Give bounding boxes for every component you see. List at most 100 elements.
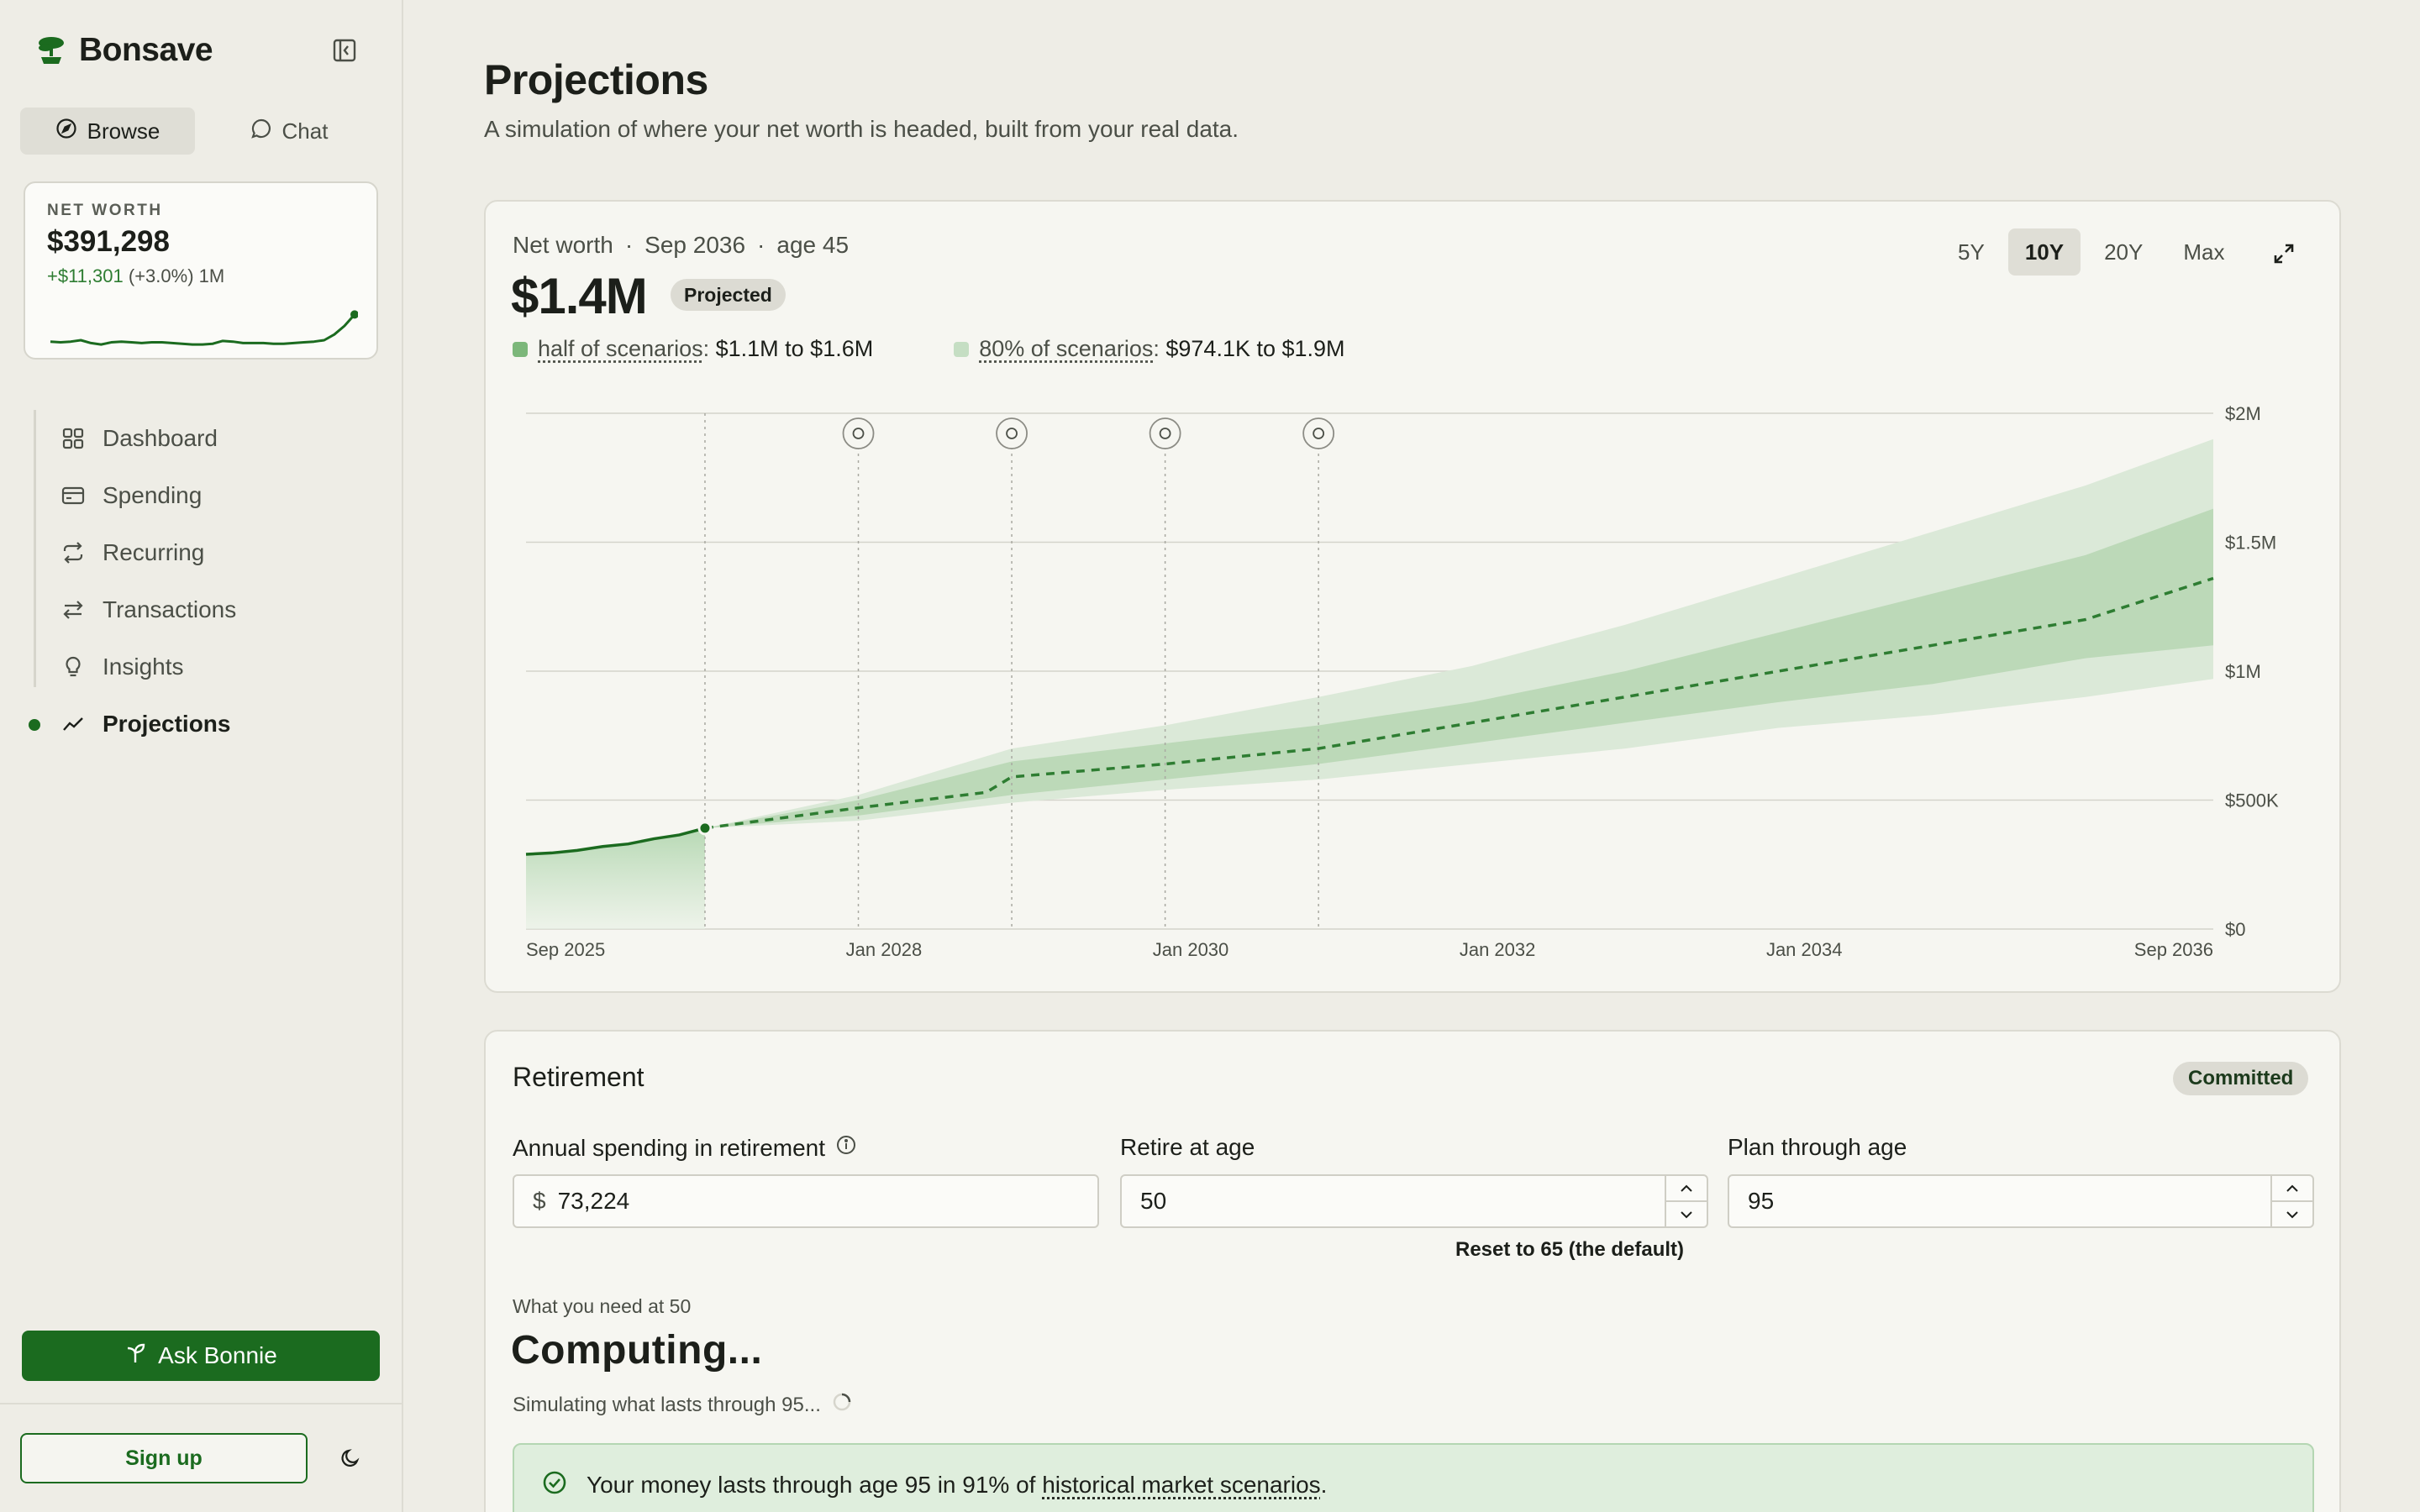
meta-date: Sep 2036 [644, 232, 746, 258]
active-indicator [29, 719, 40, 731]
page-title: Projections [484, 56, 708, 103]
chevron-up-icon[interactable] [1666, 1176, 1707, 1202]
sidebar-item-label: Projections [103, 711, 231, 737]
sidebar-collapse-icon[interactable] [328, 34, 361, 67]
meta-age: age 45 [776, 232, 850, 258]
retirement-title: Retirement [513, 1062, 644, 1092]
legend-range: $974.1K to $1.9M [1165, 336, 1345, 361]
plan-age-label: Plan through age [1728, 1134, 1907, 1160]
legend-swatch [513, 341, 528, 357]
historical-scenarios-link[interactable]: historical market scenarios [1042, 1472, 1321, 1498]
info-circle-icon[interactable] [835, 1134, 857, 1162]
legend-range: $1.1M to $1.6M [715, 336, 874, 361]
loading-spinner-icon [831, 1391, 853, 1419]
spending-label-text: Annual spending in retirement [513, 1134, 826, 1161]
net-worth-change-amount: +$11,301 [47, 265, 124, 286]
net-worth-label: NET WORTH [47, 202, 163, 219]
currency-prefix: $ [533, 1188, 546, 1214]
projection-card: Net worth · Sep 2036 · age 45 $1.4M Proj… [484, 200, 2341, 993]
retirement-card: Retirement Committed Annual spending in … [484, 1030, 2341, 1512]
ask-bonnie-label: Ask Bonnie [158, 1342, 277, 1368]
trend-up-icon [842, 417, 875, 449]
ask-bonnie-button[interactable]: Ask Bonnie [22, 1331, 380, 1381]
tab-browse[interactable]: Browse [20, 108, 195, 155]
spending-input[interactable]: $ 73,224 [513, 1174, 1099, 1228]
page-subtitle: A simulation of where your net worth is … [484, 116, 1239, 142]
computing-status: Computing... [511, 1328, 763, 1373]
spending-value: 73,224 [557, 1188, 630, 1214]
sprout-icon [124, 1342, 146, 1370]
credit-card-icon [60, 483, 86, 508]
y-tick-label: $1.5M [2225, 533, 2276, 554]
trend-line-icon [60, 711, 86, 737]
moon-icon[interactable] [334, 1441, 368, 1475]
range-tab-max[interactable]: Max [2183, 239, 2225, 265]
chevron-up-icon[interactable] [2272, 1176, 2312, 1202]
range-tabs: 5Y 10Y 20Y Max [1941, 228, 2241, 276]
legend-item-half[interactable]: half of scenarios: $1.1M to $1.6M [513, 336, 873, 362]
compass-icon [55, 118, 77, 145]
simulating-status: Simulating what lasts through 95... [513, 1391, 853, 1419]
legend-name: half of scenarios [538, 336, 703, 361]
net-worth-sparkline [50, 310, 358, 346]
range-tab-10y[interactable]: 10Y [2007, 228, 2081, 276]
sidebar-item-transactions[interactable]: Transactions [34, 581, 387, 638]
brand[interactable]: Bonsave [34, 30, 213, 71]
today-point [697, 821, 713, 836]
y-tick-label: $1M [2225, 661, 2261, 682]
app-name: Bonsave [79, 32, 213, 68]
retire-age-input[interactable]: 50 [1120, 1174, 1708, 1228]
plan-age-input[interactable]: 95 [1728, 1174, 2314, 1228]
sidebar-item-label: Insights [103, 654, 184, 680]
y-tick-label: $2M [2225, 403, 2261, 424]
sidebar-item-spending[interactable]: Spending [34, 467, 387, 524]
gift-icon [996, 417, 1028, 449]
main-nav: Dashboard Spending Recurring [29, 410, 387, 753]
projection-chart[interactable]: $0 $500K $1M $1.5M $2M Sep 2025 Jan 2028 Jan 20… [486, 202, 2343, 995]
legend-item-80[interactable]: 80% of scenarios: $974.1K to $1.9M [954, 336, 1345, 362]
reset-age-link[interactable]: Reset to 65 (the default) [1455, 1238, 1685, 1261]
dashboard-grid-icon [60, 426, 86, 451]
sidebar-item-dashboard[interactable]: Dashboard [34, 410, 387, 467]
sparkline-endpoint [350, 310, 358, 319]
plan-age-value: 95 [1748, 1188, 1775, 1214]
retire-age-value: 50 [1140, 1188, 1167, 1214]
sidebar-item-projections[interactable]: Projections [29, 696, 387, 753]
event-glyph [1159, 428, 1171, 439]
range-tab-20y[interactable]: 20Y [2104, 239, 2144, 265]
result-banner: Your money lasts through age 95 in 91% o… [513, 1443, 2314, 1512]
sidebar-footer-divider [0, 1403, 403, 1404]
event-glyph [1006, 428, 1018, 439]
y-tick-label: $500K [2225, 790, 2279, 811]
meta-label: Net worth [513, 232, 613, 258]
net-worth-value: $391,298 [47, 225, 170, 258]
band-50-percent [704, 508, 2213, 828]
expand-arrows-icon[interactable] [2265, 235, 2302, 272]
sign-up-button[interactable]: Sign up [20, 1433, 308, 1483]
sidebar-item-label: Transactions [103, 596, 237, 622]
event-glyph [852, 428, 865, 439]
nav-rail [34, 410, 36, 687]
chevron-down-icon[interactable] [2272, 1202, 2312, 1226]
sparkline-line [50, 313, 356, 346]
net-worth-change-pct: (+3.0%) 1M [128, 265, 225, 286]
legend-name: 80% of scenarios [979, 336, 1154, 361]
range-tab-5y[interactable]: 5Y [1958, 239, 1985, 265]
meta-separator: · [757, 232, 765, 258]
x-tick-label: Sep 2036 [2134, 939, 2213, 960]
sidebar-item-insights[interactable]: Insights [34, 638, 387, 696]
plan-age-stepper [2270, 1176, 2312, 1226]
projected-value: $1.4M [511, 268, 648, 324]
chevron-down-icon[interactable] [1666, 1202, 1707, 1226]
committed-badge: Committed [2173, 1062, 2309, 1095]
check-circle-icon [541, 1469, 568, 1502]
tab-browse-label: Browse [87, 118, 160, 144]
trend-down-icon [1302, 417, 1335, 449]
sidebar-item-label: Recurring [103, 539, 205, 565]
sidebar-item-recurring[interactable]: Recurring [34, 524, 387, 581]
net-worth-card[interactable]: NET WORTH $391,298 +$11,301 (+3.0%) 1M [24, 181, 378, 360]
projection-meta: Net worth · Sep 2036 · age 45 [513, 232, 849, 259]
tab-chat[interactable]: Chat [202, 108, 376, 155]
x-tick-label: Jan 2034 [1766, 939, 1843, 960]
lightbulb-icon [60, 654, 86, 680]
